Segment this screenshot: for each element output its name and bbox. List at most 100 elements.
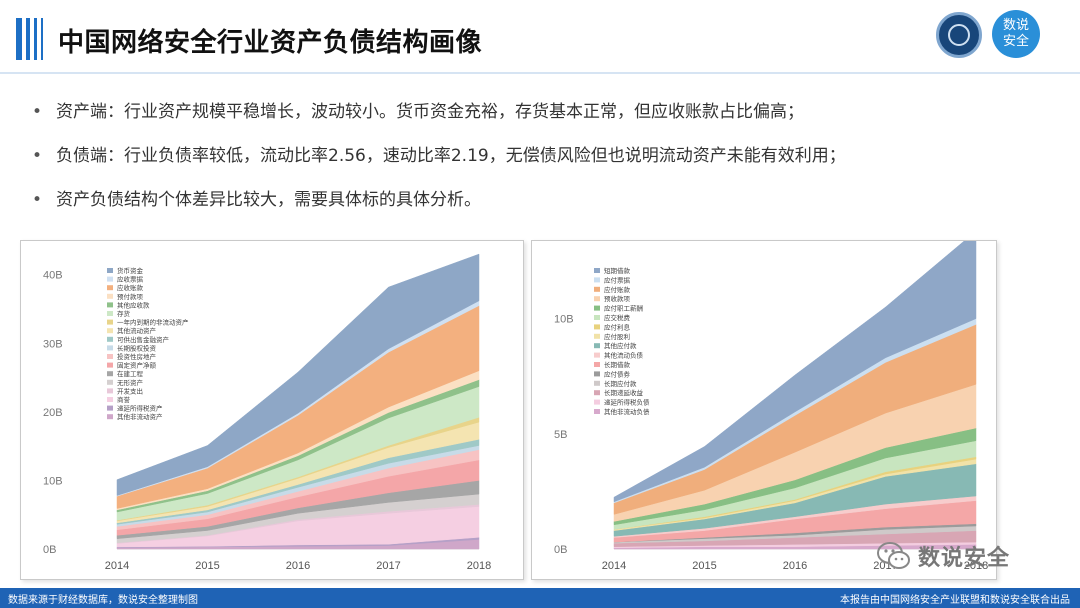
legend-swatch bbox=[107, 311, 113, 316]
legend-swatch bbox=[594, 362, 600, 367]
x-tick-label: 2018 bbox=[467, 560, 491, 572]
x-tick-label: 2017 bbox=[376, 560, 400, 572]
legend-swatch bbox=[594, 343, 600, 349]
x-tick-label: 2016 bbox=[783, 560, 807, 572]
legend-label: 商誉 bbox=[117, 395, 131, 404]
legend-label: 应付股利 bbox=[604, 332, 630, 341]
legend-label: 其他非流动资产 bbox=[117, 412, 163, 421]
legend-swatch bbox=[107, 371, 113, 377]
x-tick-label: 2014 bbox=[105, 560, 129, 572]
legend-label: 递延所得税资产 bbox=[117, 404, 163, 413]
legend-swatch bbox=[594, 296, 600, 302]
legend-swatch bbox=[107, 268, 113, 273]
legend-swatch bbox=[107, 319, 113, 325]
legend-label: 长期应付款 bbox=[604, 379, 637, 388]
legend-label: 无形资产 bbox=[117, 378, 144, 387]
footer-bar: 数据来源于财经数据库，数说安全整理制图 本报告由中国网络安全产业联盟和数说安全联… bbox=[0, 588, 1080, 608]
x-tick-label: 2015 bbox=[195, 560, 219, 572]
legend-swatch bbox=[107, 388, 113, 394]
legend-swatch bbox=[594, 409, 600, 414]
y-tick-label: 0B bbox=[43, 544, 56, 556]
y-tick-label: 10B bbox=[554, 314, 574, 326]
x-tick-label: 2014 bbox=[602, 560, 626, 572]
legend-label: 应付票据 bbox=[604, 275, 631, 284]
legend-label: 开发支出 bbox=[117, 386, 143, 395]
legend-swatch bbox=[107, 362, 113, 368]
watermark-text: 数说安全 bbox=[918, 546, 1011, 571]
y-tick-label: 20B bbox=[43, 407, 63, 419]
legend-swatch bbox=[107, 328, 113, 334]
brand-badge-line2: 安全 bbox=[1002, 34, 1029, 49]
bullet-list: 资产端：行业资产规模平稳增长，波动较小。货币资金充裕，存货基本正常，但应收账款占… bbox=[32, 98, 846, 230]
legend-swatch bbox=[594, 333, 600, 339]
bullet-item: 负债端：行业负债率较低，流动比率2.56，速动比率2.19，无偿债风险但也说明流… bbox=[32, 142, 846, 186]
alliance-logo bbox=[936, 12, 982, 58]
legend-label: 其他非流动负债 bbox=[604, 407, 650, 416]
legend-swatch bbox=[594, 390, 600, 396]
legend-swatch bbox=[107, 345, 113, 351]
watermark: 数说安全 bbox=[876, 536, 1010, 576]
bullet-item: 资产端：行业资产规模平稳增长，波动较小。货币资金充裕，存货基本正常，但应收账款占… bbox=[32, 98, 846, 142]
legend-label: 预收款项 bbox=[604, 294, 631, 303]
legend-label: 固定资产净额 bbox=[117, 361, 157, 370]
legend-label: 一年内到期的非流动资产 bbox=[117, 318, 189, 327]
y-tick-label: 30B bbox=[43, 338, 63, 350]
wechat-icon bbox=[876, 538, 912, 574]
bullet-item: 资产负债结构个体差异比较大，需要具体标的具体分析。 bbox=[32, 186, 846, 230]
legend-swatch bbox=[594, 371, 600, 377]
legend-swatch bbox=[594, 324, 600, 330]
y-tick-label: 5B bbox=[554, 429, 567, 441]
legend-swatch bbox=[107, 405, 113, 411]
assets-chart-panel: 0B 10B 20B 30B 40B 2014 2015 2016 2017 2018 货币资金 应收… bbox=[20, 240, 524, 580]
legend-label: 递延所得税负债 bbox=[604, 398, 650, 407]
legend-swatch bbox=[594, 380, 600, 386]
footer-credit: 本报告由中国网络安全产业联盟和数说安全联合出品 bbox=[840, 595, 1070, 606]
legend-swatch bbox=[594, 277, 600, 283]
legend-label: 长期递延收益 bbox=[604, 388, 644, 397]
legend-label: 应付账款 bbox=[604, 285, 631, 294]
area-series bbox=[613, 241, 977, 503]
legend-label: 长期借款 bbox=[604, 360, 631, 369]
legend-swatch bbox=[107, 302, 113, 308]
header-divider bbox=[0, 72, 1080, 74]
brand-badge: 数说 安全 bbox=[992, 10, 1040, 58]
legend-swatch bbox=[594, 399, 600, 405]
legend-label: 货币资金 bbox=[117, 266, 144, 275]
chart-legend: 短期借款应付票据应付账款预收款项应付职工薪酬应交税费应付利息应付股利其他应付款其… bbox=[594, 266, 650, 416]
legend-label: 应交税费 bbox=[604, 313, 631, 322]
legend-swatch bbox=[107, 336, 113, 342]
y-tick-label: 10B bbox=[43, 475, 63, 487]
area-series bbox=[116, 253, 480, 496]
legend-swatch bbox=[107, 414, 113, 420]
legend-swatch bbox=[107, 285, 113, 291]
header-accent-bars bbox=[16, 18, 50, 60]
assets-stacked-area-chart: 0B 10B 20B 30B 40B 2014 2015 2016 2017 2018 货币资金应收… bbox=[43, 253, 491, 572]
legend-label: 应付职工薪酬 bbox=[604, 304, 643, 313]
legend-swatch bbox=[594, 305, 600, 311]
legend-swatch bbox=[594, 286, 600, 292]
legend-swatch bbox=[107, 397, 113, 402]
legend-label: 其他应收款 bbox=[117, 300, 150, 309]
y-tick-label: 40B bbox=[43, 270, 63, 282]
legend-swatch bbox=[594, 268, 600, 273]
legend-label: 投资性房地产 bbox=[117, 352, 157, 361]
legend-label: 应付利息 bbox=[604, 322, 631, 331]
legend-label: 在建工程 bbox=[117, 369, 144, 378]
page-title: 中国网络安全行业资产负债结构画像 bbox=[58, 28, 483, 58]
legend-swatch bbox=[594, 315, 600, 320]
legend-label: 其他流动资产 bbox=[117, 326, 157, 335]
brand-badge-line1: 数说 bbox=[1002, 18, 1029, 33]
legend-swatch bbox=[107, 293, 113, 299]
legend-label: 存货 bbox=[117, 309, 131, 318]
legend-label: 短期借款 bbox=[604, 266, 631, 275]
legend-swatch bbox=[594, 352, 600, 358]
legend-label: 应付债券 bbox=[604, 369, 631, 378]
legend-label: 预付款项 bbox=[117, 292, 144, 301]
y-tick-label: 0B bbox=[554, 544, 567, 556]
chart-legend: 货币资金应收票据应收账款预付款项其他应收款存货一年内到期的非流动资产其他流动资产… bbox=[107, 266, 189, 421]
x-tick-label: 2018 bbox=[964, 560, 988, 572]
legend-swatch bbox=[107, 354, 113, 359]
legend-label: 其他流动负债 bbox=[604, 351, 644, 360]
legend-label: 长期股权投资 bbox=[117, 343, 157, 352]
